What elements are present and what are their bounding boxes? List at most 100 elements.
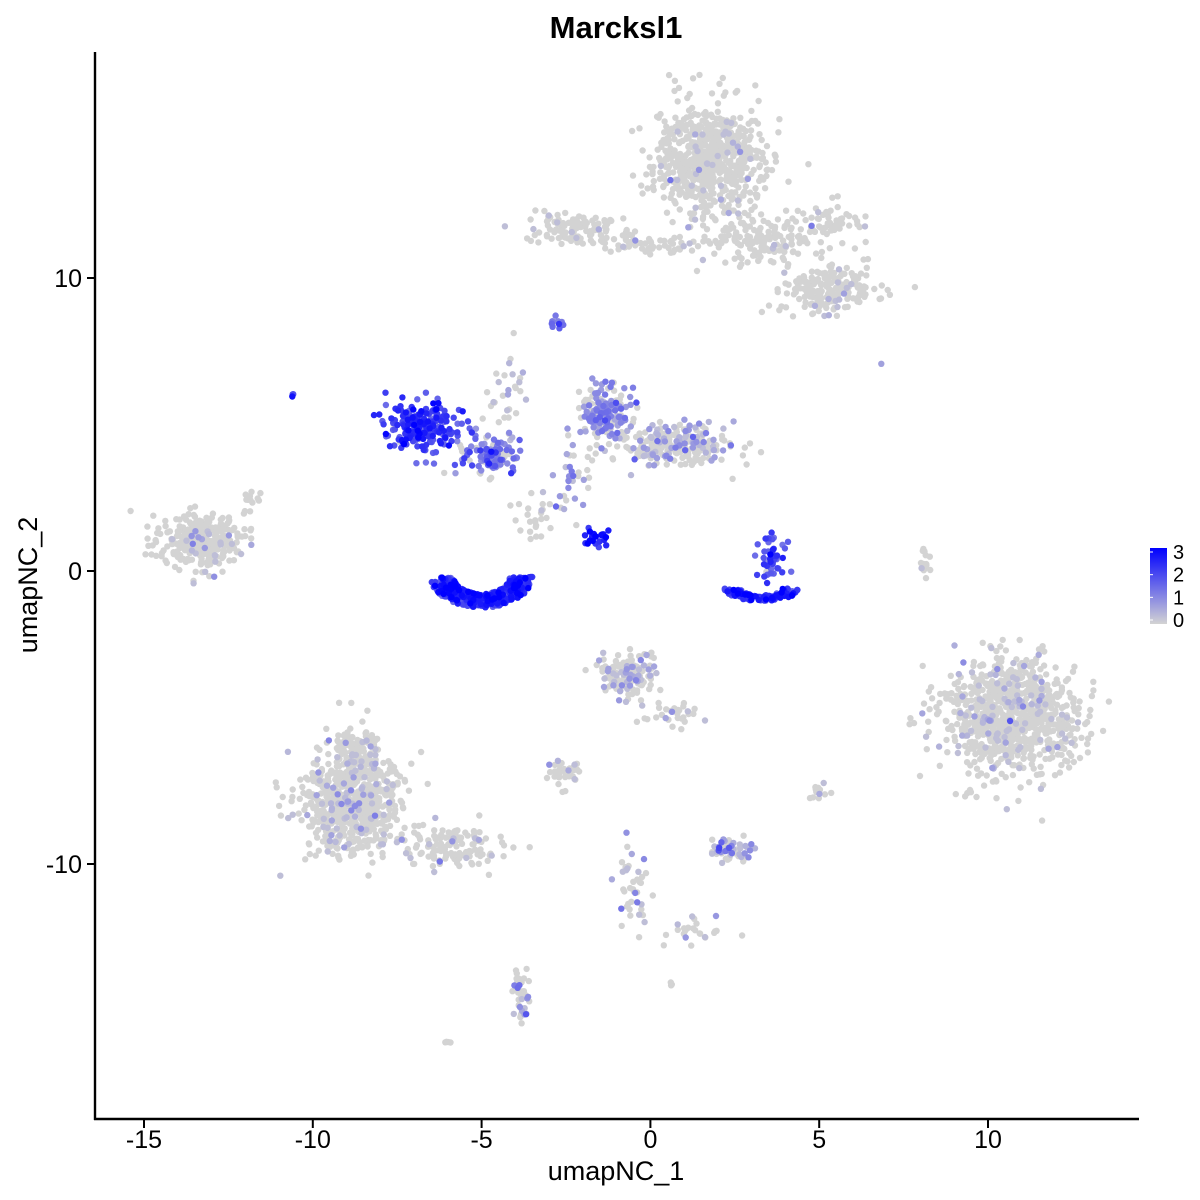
data-point <box>725 130 732 137</box>
data-point <box>734 143 741 150</box>
data-point <box>970 658 978 666</box>
data-point <box>910 719 918 727</box>
data-point <box>812 250 820 257</box>
data-point <box>602 409 610 416</box>
data-point <box>642 240 649 247</box>
data-point <box>751 552 759 559</box>
data-point <box>626 682 634 689</box>
data-point <box>220 553 227 560</box>
data-point <box>649 168 656 175</box>
data-point <box>306 850 313 858</box>
data-point <box>508 448 516 455</box>
data-point <box>573 234 580 242</box>
data-point <box>525 977 532 985</box>
data-point <box>341 832 348 839</box>
data-point <box>594 389 602 396</box>
data-point <box>839 240 846 247</box>
data-point <box>1056 769 1064 776</box>
data-point <box>925 688 932 695</box>
data-point <box>676 206 683 213</box>
data-point <box>923 746 930 753</box>
data-point <box>571 775 578 783</box>
data-point <box>527 535 534 543</box>
data-point <box>345 798 352 805</box>
data-point <box>1043 730 1051 737</box>
data-point <box>174 531 182 538</box>
data-point <box>587 386 594 394</box>
data-point <box>498 839 506 846</box>
data-point <box>513 975 520 982</box>
data-point <box>745 144 753 151</box>
data-point <box>943 736 950 744</box>
data-point <box>587 237 595 244</box>
data-point <box>992 671 999 679</box>
data-point <box>426 841 433 848</box>
data-point <box>723 157 730 164</box>
data-point <box>582 428 589 435</box>
data-point <box>762 159 769 166</box>
data-point <box>220 547 227 554</box>
data-point <box>289 786 296 793</box>
data-point <box>628 127 636 135</box>
data-point <box>524 993 532 1001</box>
data-point <box>1027 709 1034 716</box>
data-point <box>150 512 157 519</box>
data-point <box>761 548 768 555</box>
data-point <box>977 756 984 763</box>
data-point <box>693 267 701 275</box>
data-point <box>959 693 966 700</box>
data-point <box>959 732 966 739</box>
data-point <box>190 511 197 519</box>
data-point <box>617 419 624 426</box>
data-point <box>871 285 878 293</box>
data-point <box>688 182 695 189</box>
data-point <box>689 75 697 82</box>
data-point <box>834 303 841 311</box>
data-point <box>794 207 801 214</box>
data-point <box>608 217 615 225</box>
data-point <box>211 573 218 580</box>
data-point <box>546 501 553 508</box>
data-point <box>1008 666 1015 673</box>
data-point <box>390 813 397 820</box>
data-point <box>563 450 570 458</box>
data-point <box>785 178 792 185</box>
data-point <box>647 681 654 689</box>
data-point <box>575 404 583 412</box>
data-point <box>761 185 769 192</box>
data-point <box>678 715 685 722</box>
data-point <box>656 418 664 426</box>
data-point <box>212 533 219 540</box>
data-point <box>763 142 771 150</box>
data-point <box>718 839 725 846</box>
data-point <box>553 226 560 234</box>
data-point <box>692 143 699 150</box>
data-point <box>600 402 607 410</box>
data-point <box>585 402 593 409</box>
data-point <box>466 847 473 855</box>
data-point <box>672 114 679 121</box>
data-point <box>825 214 832 221</box>
data-point <box>371 737 378 745</box>
data-point <box>825 273 833 281</box>
data-point <box>989 703 996 710</box>
data-point <box>1026 779 1033 786</box>
data-point <box>432 835 439 843</box>
data-point <box>801 303 808 310</box>
data-point <box>393 839 401 846</box>
data-point <box>645 245 652 253</box>
data-point <box>745 854 752 861</box>
data-point <box>689 160 697 167</box>
data-point <box>1074 725 1081 732</box>
data-point <box>304 811 311 819</box>
data-point <box>849 273 857 280</box>
data-point <box>926 706 933 713</box>
data-point <box>341 844 348 851</box>
data-point <box>505 429 513 436</box>
data-point <box>996 706 1003 713</box>
data-point <box>695 420 703 427</box>
data-point <box>187 505 194 512</box>
data-point <box>640 662 648 669</box>
data-point <box>375 787 383 794</box>
data-point <box>383 785 390 793</box>
